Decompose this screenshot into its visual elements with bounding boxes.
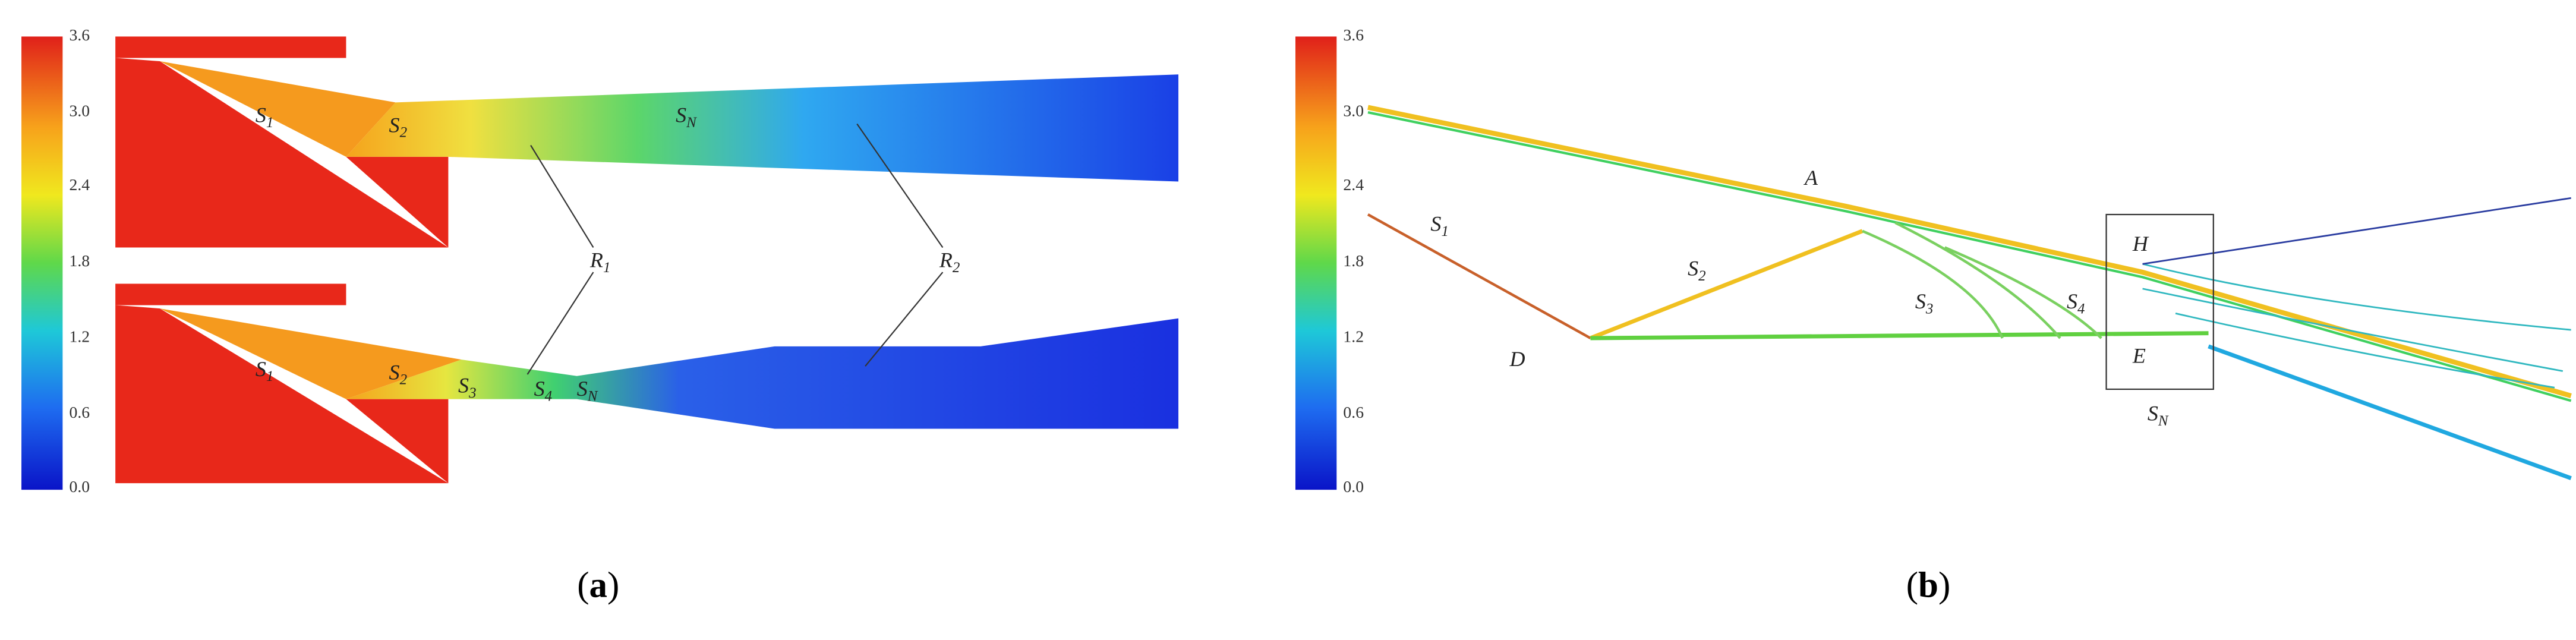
colorbar-tick-label: 2.4 <box>69 175 90 194</box>
ramp-body <box>115 58 449 248</box>
colorbar-tick-label: 3.0 <box>69 101 90 119</box>
colorbar-tick-label: 0.6 <box>1343 403 1364 421</box>
label-base: H <box>2132 232 2149 256</box>
caption-letter: a <box>589 565 608 605</box>
colorbar-tick-label: 0.6 <box>69 403 90 421</box>
label-base: S <box>676 103 686 127</box>
flow-label: S1 <box>1430 212 1449 239</box>
label-base: S <box>1430 212 1441 236</box>
colorbar-tick-label: 3.6 <box>69 26 90 44</box>
flow-label: SN <box>676 103 697 131</box>
flow-label: E <box>2132 344 2146 368</box>
caption-close: ) <box>1938 565 1950 605</box>
label-base: S <box>1915 289 1926 313</box>
label-sub: N <box>587 388 598 404</box>
label-base: S <box>1688 257 1698 280</box>
flow-label: S2 <box>389 113 408 140</box>
caption-open: ( <box>1906 565 1918 605</box>
caption-letter: b <box>1918 565 1938 605</box>
label-sub: 1 <box>1441 223 1448 239</box>
colorbar-tick-label: 1.2 <box>1343 327 1364 345</box>
label-sub: 2 <box>400 125 407 141</box>
colorbar <box>21 36 63 490</box>
label-sub: 2 <box>953 260 960 276</box>
colorbar-tick-label: 1.8 <box>1343 251 1364 270</box>
caption-close: ) <box>607 565 619 605</box>
colorbar <box>1295 36 1337 490</box>
panel-a <box>21 36 1179 490</box>
colorbar-tick-label: 3.6 <box>1343 26 1364 44</box>
label-sub: 1 <box>266 368 273 384</box>
flow-label: SN <box>2148 402 2169 429</box>
label-base: R <box>939 248 953 272</box>
flow-label: S1 <box>256 357 274 384</box>
shock-region <box>160 61 396 157</box>
flow-label: S2 <box>389 360 408 387</box>
flow-label: H <box>2132 232 2149 256</box>
flow-label: D <box>1509 347 1525 371</box>
colorbar-tick-label: 0.0 <box>1343 477 1364 496</box>
channel <box>346 74 1179 182</box>
colorbar-tick-label: 1.2 <box>69 327 90 345</box>
label-sub: 2 <box>1698 268 1705 284</box>
label-base: S <box>389 113 400 137</box>
shock-region <box>160 308 462 399</box>
label-base: D <box>1509 347 1525 371</box>
colorbar-tick-label: 0.0 <box>69 477 90 496</box>
label-base: S <box>458 374 469 398</box>
contour-lines <box>1367 105 2572 481</box>
label-sub: 4 <box>545 388 552 404</box>
caption: (b) <box>1906 565 1951 605</box>
cowl <box>115 36 346 58</box>
label-base: A <box>1803 166 1818 190</box>
label-base: S <box>256 357 266 381</box>
label-sub: 2 <box>400 372 407 388</box>
highlight-box <box>2105 213 2214 390</box>
label-base: S <box>389 360 400 384</box>
flow-label: S3 <box>1915 289 1934 317</box>
ramp-body <box>115 305 449 484</box>
leader-lines <box>526 123 944 375</box>
channel <box>346 318 1179 429</box>
label-sub: 3 <box>468 385 476 401</box>
flow-label: S4 <box>2067 289 2085 317</box>
colorbar-tick-label: 2.4 <box>1343 175 1364 194</box>
flow-label: S1 <box>256 103 274 131</box>
flow-label: S4 <box>534 377 553 404</box>
label-sub: 1 <box>603 260 610 276</box>
flow-label: S3 <box>458 374 477 401</box>
colorbar-tick-label: 1.8 <box>69 251 90 270</box>
flow-label: A <box>1803 166 1818 190</box>
cowl <box>115 283 346 305</box>
panel-b <box>1295 36 2572 490</box>
label-base: S <box>577 377 588 401</box>
label-base: S <box>256 103 266 127</box>
label-base: S <box>2067 289 2077 313</box>
label-sub: N <box>686 115 697 131</box>
label-base: S <box>534 377 545 401</box>
caption-open: ( <box>577 565 589 605</box>
label-sub: 3 <box>1925 301 1933 317</box>
colorbar-tick-label: 3.0 <box>1343 101 1364 119</box>
label-sub: N <box>2158 413 2169 429</box>
caption: (a) <box>577 565 619 605</box>
label-sub: 4 <box>2077 301 2085 317</box>
flow-label: S2 <box>1688 257 1706 284</box>
label-base: E <box>2132 344 2146 368</box>
flow-label: R1 <box>589 248 611 276</box>
label-sub: 1 <box>266 115 273 131</box>
flow-label: R2 <box>939 248 960 276</box>
label-base: S <box>2148 402 2158 425</box>
label-base: R <box>589 248 603 272</box>
flow-label: SN <box>577 377 598 404</box>
